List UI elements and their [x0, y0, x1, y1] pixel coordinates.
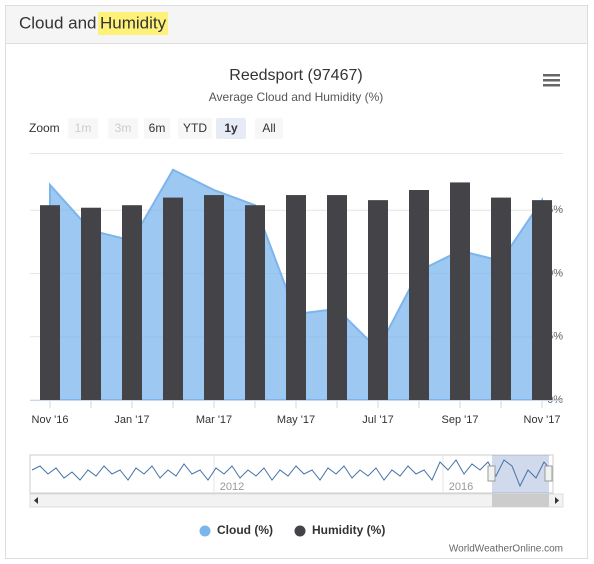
navigator-handle[interactable] [544, 465, 553, 482]
bar [286, 195, 306, 400]
zoom-button-label: 1y [224, 121, 238, 135]
navigator-frame [29, 454, 554, 494]
x-tick-label: Nov '17 [524, 414, 561, 426]
panel-title: Cloud and [19, 13, 97, 32]
bar [368, 200, 388, 400]
legend-label[interactable]: Cloud (%) [217, 523, 273, 537]
legend: Cloud (%) Humidity (%) [199, 523, 385, 537]
menu-icon[interactable] [543, 74, 560, 87]
legend-symbol [199, 525, 211, 537]
zoom-button-label: 6m [149, 121, 166, 135]
chart-title: Reedsport (97467) [229, 67, 362, 84]
menu-bar [543, 79, 560, 82]
navigator: 2012 2016 [29, 454, 564, 508]
chart-subtitle: Average Cloud and Humidity (%) [209, 90, 384, 104]
navigator-label: 2016 [449, 481, 473, 493]
zoom-button[interactable] [108, 118, 138, 139]
zoom-button-label: YTD [183, 121, 207, 135]
x-tick-label: Nov '16 [32, 414, 69, 426]
bar [122, 205, 142, 400]
x-tick-label: Mar '17 [196, 414, 232, 426]
bar [450, 182, 470, 400]
scroll-right[interactable] [555, 497, 559, 504]
x-tick-label: Jan '17 [114, 414, 149, 426]
navigator-line [31, 459, 552, 488]
x-tick-label: Jul '17 [362, 414, 393, 426]
zoom-button[interactable] [68, 118, 98, 139]
x-tick-label: Sep '17 [442, 414, 479, 426]
zoom-button-label: 1m [75, 121, 92, 135]
scrollbar-thumb[interactable] [492, 494, 549, 507]
highlight [98, 12, 168, 35]
bar [491, 197, 511, 400]
scrollbar-track[interactable] [29, 493, 564, 508]
scroll-left[interactable] [34, 497, 38, 504]
menu-bar [543, 74, 560, 77]
menu-bar [543, 84, 560, 87]
legend-symbol [294, 525, 306, 537]
zoom-button[interactable] [144, 118, 170, 139]
bar [532, 200, 552, 400]
zoom-button[interactable] [255, 118, 283, 139]
bar [163, 197, 183, 400]
navigator-mask [492, 455, 549, 493]
bar [327, 195, 347, 400]
zoom-button[interactable] [216, 118, 246, 139]
x-tick-label: May '17 [277, 414, 315, 426]
zoom-label: Zoom [29, 121, 60, 135]
zoom-buttons: 1m 3m 6m YTD 1y All [68, 118, 283, 139]
navigator-label: 2012 [220, 481, 244, 493]
navigator-handle[interactable] [487, 465, 496, 482]
bar [81, 207, 101, 400]
panel-title-highlight: Humidity [100, 13, 167, 32]
zoom-button-label: All [262, 121, 275, 135]
bar [204, 195, 224, 400]
credit: WorldWeatherOnline.com [449, 544, 563, 555]
legend-label[interactable]: Humidity (%) [312, 523, 385, 537]
bar [40, 205, 60, 400]
zoom-button-label: 3m [115, 121, 132, 135]
bar [409, 190, 429, 400]
zoom-button[interactable] [178, 118, 212, 139]
bar [245, 205, 265, 400]
